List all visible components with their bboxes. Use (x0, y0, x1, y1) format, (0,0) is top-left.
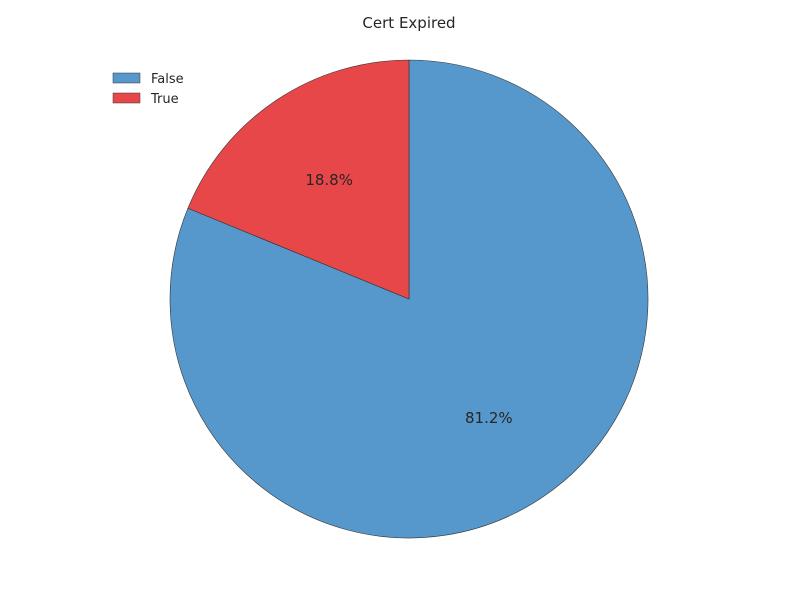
slice-label-true: 18.8% (305, 171, 353, 189)
legend-label-false: False (151, 72, 184, 87)
pie-slices (169, 59, 649, 539)
legend-label-true: True (150, 92, 179, 107)
legend-swatch-false (112, 72, 141, 84)
legend-swatch-true (112, 92, 141, 104)
pie-slice-true (187, 59, 410, 300)
chart-title: Cert Expired (362, 14, 455, 32)
pie-slice-labels: 81.2% 18.8% (305, 171, 512, 427)
legend: False True (112, 72, 184, 107)
slice-label-false: 81.2% (465, 409, 513, 427)
